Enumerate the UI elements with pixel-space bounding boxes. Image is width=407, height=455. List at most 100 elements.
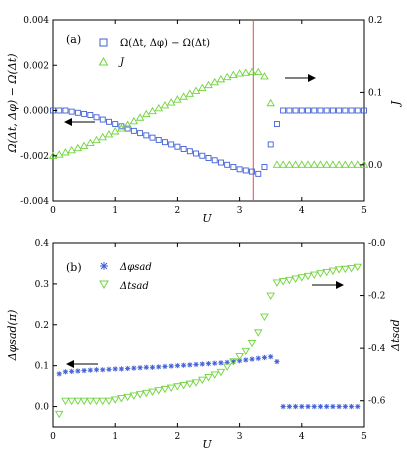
legend-square-marker xyxy=(100,39,107,46)
panel-a-legend: Ω(Δt, Δφ) − Ω(Δt) J xyxy=(100,38,211,68)
marker-b-star xyxy=(137,365,142,370)
marker-b-star xyxy=(293,404,298,409)
x-tick-label-b: 2 xyxy=(175,432,181,442)
marker-a-square xyxy=(299,108,304,113)
marker-b-star xyxy=(181,363,186,368)
marker-a-triangle-up xyxy=(323,161,330,167)
marker-b-star xyxy=(287,404,292,409)
marker-b-triangle-down xyxy=(81,398,88,404)
marker-b-triangle-down xyxy=(261,314,268,320)
marker-b-triangle-down xyxy=(74,398,81,404)
marker-a-triangle-up xyxy=(130,118,137,124)
marker-b-triangle-down xyxy=(93,398,100,404)
marker-b-star xyxy=(330,404,335,409)
marker-b-star xyxy=(131,366,136,371)
marker-b-star xyxy=(75,368,80,373)
marker-b-star xyxy=(355,404,360,409)
marker-a-square xyxy=(256,171,261,176)
marker-a-triangle-up xyxy=(267,100,274,106)
marker-a-triangle-up xyxy=(56,151,63,157)
marker-a-square xyxy=(200,153,205,158)
marker-b-star xyxy=(256,356,261,361)
y-right-tick-label-a: 0.1 xyxy=(368,88,382,98)
marker-a-square xyxy=(262,165,267,170)
marker-b-star xyxy=(343,404,348,409)
y-left-tick-label-b: 0.3 xyxy=(35,280,50,290)
marker-b-triangle-down xyxy=(273,280,280,286)
marker-a-square xyxy=(349,108,354,113)
marker-a-triangle-up xyxy=(217,76,224,82)
legend-star-marker xyxy=(100,262,108,270)
marker-b-triangle-down xyxy=(56,411,63,417)
marker-b-star xyxy=(268,354,273,359)
marker-a-square xyxy=(75,110,80,115)
y-left-tick-label-a: -0.002 xyxy=(20,152,49,162)
marker-b-star xyxy=(337,404,342,409)
panel-a-ylabel-right: J xyxy=(389,100,402,107)
x-tick-label-a: 2 xyxy=(175,206,181,216)
x-tick-label-a: 1 xyxy=(112,206,118,216)
marker-b-star xyxy=(274,359,279,364)
marker-b-star xyxy=(113,366,118,371)
legend-label-omega: Ω(Δt, Δφ) − Ω(Δt) xyxy=(120,38,210,49)
panel-b-ticks: 0 1 2 3 4 50.00.10.20.30.4-0.6-0.4-0.2-0.0 xyxy=(35,239,386,442)
marker-a-triangle-up xyxy=(255,69,262,75)
x-tick-label-b: 3 xyxy=(237,432,243,442)
marker-b-star xyxy=(206,361,211,366)
marker-a-square xyxy=(181,146,186,151)
marker-a-triangle-up xyxy=(317,161,324,167)
marker-a-triangle-up xyxy=(286,161,293,167)
marker-a-triangle-up xyxy=(230,72,237,78)
marker-a-square xyxy=(113,122,118,127)
marker-a-triangle-up xyxy=(137,114,144,120)
marker-b-star xyxy=(281,404,286,409)
panel-b: 0 1 2 3 4 50.00.10.20.30.4-0.6-0.4-0.2-0.0 (b… xyxy=(6,239,402,451)
legend-label-j: J xyxy=(118,57,125,68)
marker-a-square xyxy=(330,108,335,113)
marker-a-triangle-up xyxy=(62,149,69,155)
marker-a-triangle-up xyxy=(336,161,343,167)
marker-a-square xyxy=(268,142,273,147)
marker-b-star xyxy=(349,404,354,409)
panel-a-arrow-left xyxy=(64,118,95,126)
y-right-tick-label-b: -0.2 xyxy=(368,292,385,302)
marker-a-square xyxy=(138,131,143,136)
marker-b-triangle-down xyxy=(68,398,75,404)
marker-a-triangle-up xyxy=(261,73,268,79)
marker-a-square xyxy=(100,117,105,122)
marker-b-triangle-down xyxy=(105,398,112,404)
marker-b-star xyxy=(249,357,254,362)
x-tick-label-a: 4 xyxy=(299,206,305,216)
y-right-tick-label-b: -0.0 xyxy=(368,239,386,249)
marker-b-star xyxy=(312,404,317,409)
y-left-tick-label-a: 0.004 xyxy=(23,16,49,26)
x-tick-label-b: 4 xyxy=(299,432,305,442)
marker-b-star xyxy=(200,361,205,366)
marker-a-triangle-up xyxy=(249,69,256,75)
panel-b-marks xyxy=(56,264,362,417)
marker-a-square xyxy=(206,156,211,161)
marker-b-star xyxy=(324,404,329,409)
marker-b-star xyxy=(63,369,68,374)
marker-a-triangle-up xyxy=(273,161,280,167)
marker-b-star xyxy=(169,363,174,368)
y-left-tick-label-a: 0.000 xyxy=(23,107,49,117)
panel-a-ylabel-left: Ω(Δt, Δφ) − Ω(Δt) xyxy=(6,54,19,154)
panel-b-xlabel: U xyxy=(202,438,212,451)
marker-a-square xyxy=(225,162,230,167)
marker-b-triangle-down xyxy=(87,398,94,404)
marker-a-triangle-up xyxy=(68,147,75,153)
y-left-tick-label-a: -0.004 xyxy=(20,197,49,207)
marker-a-square xyxy=(287,108,292,113)
y-right-tick-label-a: 0.0 xyxy=(368,161,383,171)
marker-a-square xyxy=(88,113,93,118)
y-right-tick-label-b: -0.4 xyxy=(368,344,386,354)
marker-a-square xyxy=(231,165,236,170)
marker-a-square xyxy=(281,108,286,113)
marker-b-star xyxy=(243,357,248,362)
marker-a-triangle-up xyxy=(342,161,349,167)
marker-a-square xyxy=(306,108,311,113)
marker-a-square xyxy=(274,122,279,127)
y-left-tick-label-b: 0.4 xyxy=(35,239,50,249)
x-tick-label-b: 1 xyxy=(112,432,118,442)
